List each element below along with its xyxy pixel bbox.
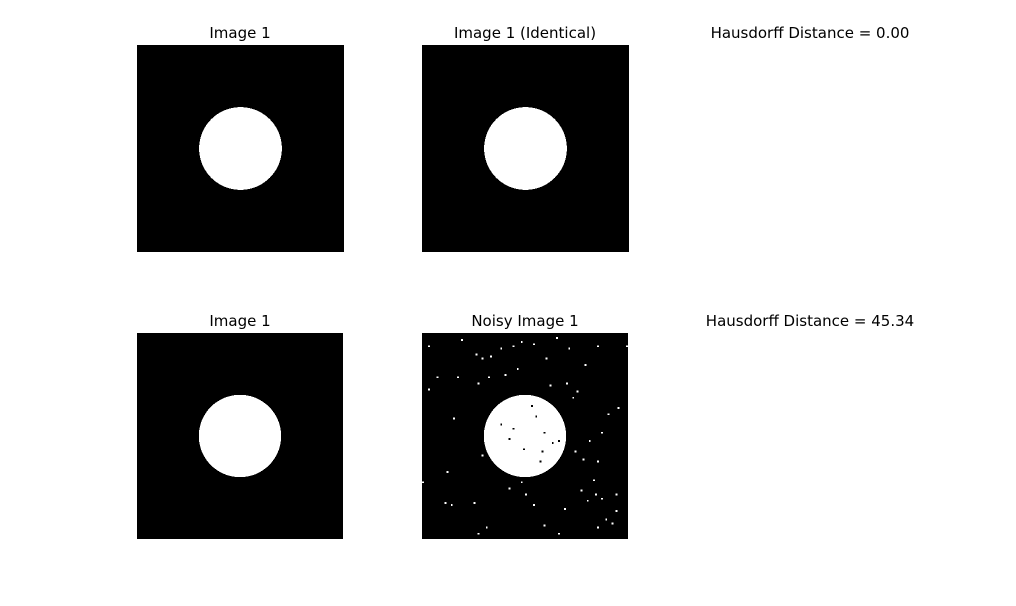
row1-left-image bbox=[137, 45, 344, 252]
row2-right-image bbox=[422, 333, 628, 539]
row2-metric-text: Hausdorff Distance = 45.34 bbox=[705, 312, 915, 330]
row2-left-title: Image 1 bbox=[209, 312, 271, 330]
row1-metric-text: Hausdorff Distance = 0.00 bbox=[710, 24, 910, 42]
row1-right-image bbox=[422, 45, 629, 252]
row2-left-image bbox=[137, 333, 343, 539]
row2-right-title: Noisy Image 1 bbox=[471, 312, 579, 330]
row1-left-title: Image 1 bbox=[209, 24, 271, 42]
row1-right-title: Image 1 (Identical) bbox=[453, 24, 597, 42]
